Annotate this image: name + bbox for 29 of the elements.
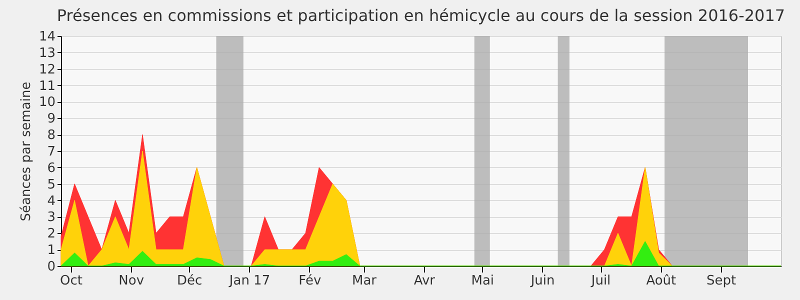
- y-tick-label: 13: [38, 46, 56, 61]
- x-tick-label: Déc: [177, 274, 202, 288]
- y-tick-label: 6: [47, 160, 56, 176]
- x-tick-label: Juil: [590, 274, 611, 288]
- y-tick-label: 1: [47, 243, 56, 258]
- x-tick-label: Juin: [530, 274, 555, 288]
- y-tick-label: 9: [47, 112, 56, 127]
- y-tick-label: 10: [38, 95, 56, 110]
- x-tick-label: Oct: [60, 274, 82, 288]
- x-tick-label: Fév: [298, 274, 322, 288]
- y-tick-label: 3: [47, 210, 56, 226]
- chart-title: Présences en commissions et participation en hémicycle au cours de la session 2016-2017: [56, 6, 786, 25]
- x-tick-label: Mai: [471, 274, 494, 288]
- y-tick-label: 0: [47, 260, 56, 274]
- x-tick-label: Août: [646, 274, 676, 288]
- y-tick-label: 4: [47, 194, 56, 209]
- x-tick-label: Avr: [414, 274, 436, 288]
- y-tick-label: 2: [47, 226, 56, 242]
- y-tick-label: 8: [47, 128, 56, 144]
- y-tick-label: 7: [47, 144, 56, 160]
- x-tick-label: Sept: [706, 274, 736, 288]
- y-tick-label: 12: [38, 62, 56, 78]
- y-tick-label: 11: [38, 78, 56, 94]
- x-tick-label: Nov: [118, 274, 144, 288]
- x-tick-label: Jan 17: [228, 274, 270, 288]
- y-tick-label: 14: [38, 30, 56, 44]
- y-tick-label: 5: [47, 177, 56, 192]
- y-axis-title: Séances par semaine: [18, 82, 34, 222]
- x-tick-label: Mar: [352, 274, 378, 288]
